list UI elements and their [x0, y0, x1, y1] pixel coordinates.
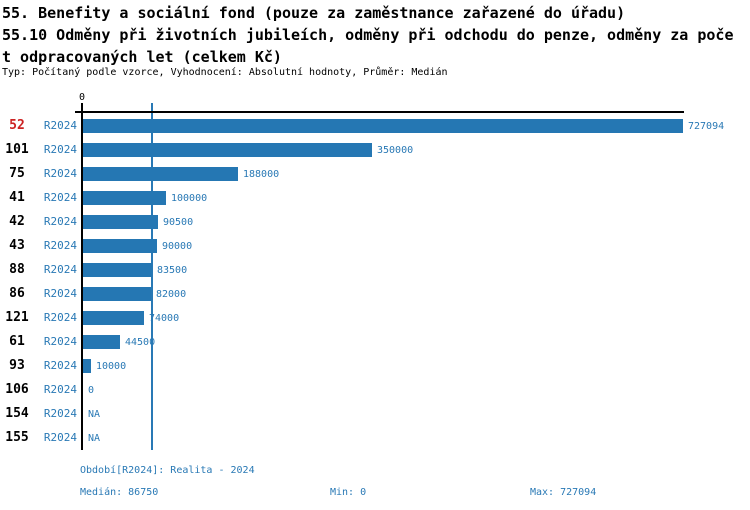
- footer-min-stat: Min: 0: [330, 487, 367, 498]
- row-period-link[interactable]: R2024: [43, 263, 77, 276]
- row-value-label: NA: [88, 409, 101, 420]
- row-value-label: 188000: [243, 169, 280, 180]
- row-value-label: 90500: [163, 217, 194, 228]
- median-reference-line: [151, 103, 153, 450]
- row-period-link[interactable]: R2024: [43, 167, 77, 180]
- row-id-label: 106: [5, 382, 29, 397]
- footer-median-stat: Medián: 86750: [80, 487, 159, 498]
- row-value-label: 74000: [149, 313, 180, 324]
- row-id-label: 101: [5, 142, 29, 157]
- row-period-link[interactable]: R2024: [43, 431, 77, 444]
- row-value-label: 350000: [377, 145, 414, 156]
- row-value-label: NA: [88, 433, 101, 444]
- row-id-label: 93: [9, 358, 25, 373]
- chart-row: 154 R2024 NA: [0, 402, 750, 426]
- row-value-label: 90000: [162, 241, 193, 252]
- row-id-label: 41: [9, 190, 25, 205]
- report-title-line2: 55.10 Odměny při životních jubileích, od…: [2, 26, 734, 44]
- row-id-label: 121: [5, 310, 29, 325]
- report-meta-line: Typ: Počítaný podle vzorce, Vyhodnocení:…: [2, 67, 448, 78]
- chart-row: 88 R2024 83500: [0, 258, 750, 282]
- chart-row: 106 R2024 0: [0, 378, 750, 402]
- report-title-line1: 55. Benefity a sociální fond (pouze za z…: [2, 4, 626, 22]
- report-title-line3: t odpracovaných let (celkem Kč): [2, 48, 282, 66]
- chart-row: 41 R2024 100000: [0, 186, 750, 210]
- value-bar: [83, 311, 144, 325]
- row-period-link[interactable]: R2024: [43, 335, 77, 348]
- row-value-label: 100000: [171, 193, 208, 204]
- row-period-link[interactable]: R2024: [43, 215, 77, 228]
- row-period-link[interactable]: R2024: [43, 143, 77, 156]
- row-value-label: 82000: [156, 289, 187, 300]
- x-axis-zero-tick-label: 0: [78, 92, 86, 103]
- row-id-label: 75: [9, 166, 25, 181]
- value-bar: [83, 215, 158, 229]
- chart-row: 75 R2024 188000: [0, 162, 750, 186]
- value-bar: [83, 239, 157, 253]
- row-period-link[interactable]: R2024: [43, 287, 77, 300]
- chart-row: 61 R2024 44500: [0, 330, 750, 354]
- row-id-label: 155: [5, 430, 29, 445]
- row-value-label: 10000: [96, 361, 127, 372]
- chart-row: 101 R2024 350000: [0, 138, 750, 162]
- row-period-link[interactable]: R2024: [43, 119, 77, 132]
- row-period-link[interactable]: R2024: [43, 407, 77, 420]
- value-bar: [83, 359, 91, 373]
- row-id-label: 154: [5, 406, 29, 421]
- row-period-link[interactable]: R2024: [43, 191, 77, 204]
- value-bar: [83, 119, 683, 133]
- row-period-link[interactable]: R2024: [43, 359, 77, 372]
- chart-row: 42 R2024 90500: [0, 210, 750, 234]
- row-id-label: 42: [9, 214, 25, 229]
- row-id-label: 88: [9, 262, 25, 277]
- row-id-label: 52: [9, 118, 25, 133]
- y-axis-line: [81, 103, 83, 450]
- chart-row: 86 R2024 82000: [0, 282, 750, 306]
- chart-row: 155 R2024 NA: [0, 426, 750, 450]
- row-id-label: 86: [9, 286, 25, 301]
- row-value-label: 0: [88, 385, 95, 396]
- chart-row: 43 R2024 90000: [0, 234, 750, 258]
- row-value-label: 44500: [125, 337, 156, 348]
- row-value-label: 727094: [688, 121, 725, 132]
- chart-row: 52 R2024 727094: [0, 114, 750, 138]
- value-bar: [83, 143, 372, 157]
- value-bar: [83, 335, 120, 349]
- x-axis-line: [75, 111, 684, 113]
- chart-row: 93 R2024 10000: [0, 354, 750, 378]
- row-value-label: 83500: [157, 265, 188, 276]
- value-bar: [83, 287, 151, 301]
- row-period-link[interactable]: R2024: [43, 311, 77, 324]
- value-bar: [83, 263, 152, 277]
- footer-period-line: Období[R2024]: Realita - 2024: [80, 465, 255, 476]
- chart-row: 121 R2024 74000: [0, 306, 750, 330]
- row-period-link[interactable]: R2024: [43, 239, 77, 252]
- row-id-label: 43: [9, 238, 25, 253]
- row-id-label: 61: [9, 334, 25, 349]
- row-period-link[interactable]: R2024: [43, 383, 77, 396]
- value-bar: [83, 191, 166, 205]
- value-bar: [83, 167, 238, 181]
- footer-max-stat: Max: 727094: [530, 487, 597, 498]
